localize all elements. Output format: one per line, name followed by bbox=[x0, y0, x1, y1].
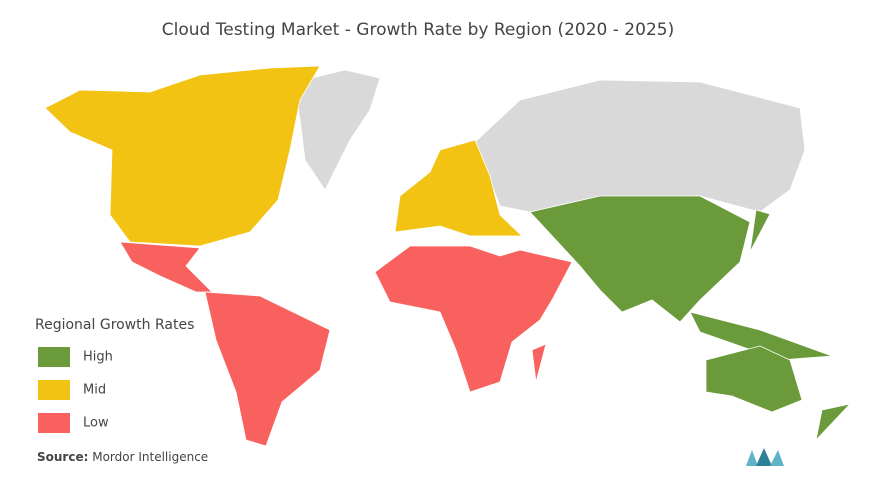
greenland bbox=[294, 69, 381, 191]
australia bbox=[705, 345, 803, 413]
title: Cloud Testing Market - Growth Rate by Re… bbox=[162, 20, 674, 40]
legend-swatch bbox=[38, 413, 70, 433]
legend: Regional Growth Rates High Mid Low bbox=[35, 317, 194, 433]
legend-label: Low bbox=[83, 416, 109, 431]
world-map bbox=[44, 65, 852, 447]
legend-label: High bbox=[83, 350, 113, 365]
new-zealand bbox=[815, 403, 852, 442]
legend-title: Regional Growth Rates bbox=[35, 317, 194, 333]
source-text: Mordor Intelligence bbox=[92, 450, 208, 464]
legend-swatch bbox=[38, 347, 70, 367]
legend-swatch bbox=[38, 380, 70, 400]
japan bbox=[749, 209, 771, 253]
africa bbox=[374, 245, 573, 393]
source-label: Source: bbox=[37, 450, 88, 464]
source: Source: Mordor Intelligence bbox=[37, 450, 208, 464]
central-america bbox=[119, 241, 213, 293]
southeast-asia-islands bbox=[689, 311, 833, 361]
madagascar bbox=[531, 343, 547, 383]
south-america bbox=[204, 291, 331, 447]
north-asia bbox=[474, 79, 806, 213]
europe bbox=[394, 139, 523, 237]
legend-label: Mid bbox=[83, 383, 106, 398]
asia bbox=[529, 195, 751, 323]
logo bbox=[746, 448, 784, 466]
north-america bbox=[44, 65, 321, 247]
